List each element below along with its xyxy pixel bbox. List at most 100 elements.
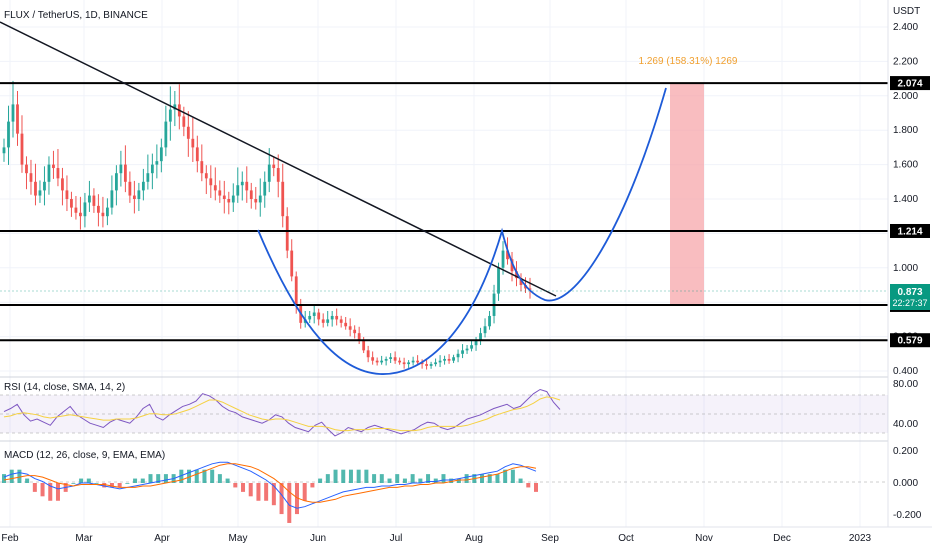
candle-body (330, 315, 334, 320)
candle-body (11, 104, 15, 122)
candle-body (101, 212, 105, 217)
candle-body (132, 195, 136, 199)
macd-histogram-bar (287, 483, 292, 523)
candle-body (393, 357, 397, 361)
candle-body (254, 199, 258, 203)
price-grid (0, 0, 888, 527)
candle-body (141, 181, 145, 191)
macd-histogram-bar (294, 483, 299, 515)
candle-body (110, 190, 114, 208)
candle-body (79, 212, 82, 217)
macd-histogram-bar (217, 474, 222, 483)
descending-trendline[interactable] (0, 21, 557, 297)
candle-body (483, 326, 487, 334)
macd-histogram-bar (86, 478, 91, 483)
level-badge (890, 333, 930, 348)
candle-body (272, 164, 276, 169)
candle-body (52, 164, 55, 169)
macd-histogram-bar (71, 483, 76, 484)
macd-histogram-bar (503, 469, 508, 483)
macd-histogram-bar (102, 483, 107, 488)
macd-histogram-bar (395, 474, 400, 483)
candle-body (56, 168, 60, 179)
candle-body (353, 329, 357, 334)
rsi-ma-line (3, 396, 561, 432)
macd-histogram-bar (187, 469, 192, 483)
candle-body (222, 195, 226, 199)
rsi-title: RSI (14, close, SMA, 14, 2) (4, 382, 125, 393)
macd-histogram-bar (310, 483, 315, 488)
candle-body (335, 315, 339, 320)
macd-histogram-bar (510, 469, 515, 483)
candle-body (357, 333, 361, 341)
macd-histogram-bar (264, 483, 269, 501)
macd-histogram-bar (225, 478, 230, 483)
macd-histogram-bar (40, 483, 45, 497)
candle-body (281, 181, 285, 217)
macd-histogram-bar (79, 478, 84, 483)
macd-histogram-bar (2, 474, 6, 483)
macd-histogram-bar (379, 474, 384, 483)
target-annotation: 1.269 (158.31%) 1269 (639, 56, 738, 67)
time-axis[interactable]: Feb Mar Apr May Jun Jul Aug Sep Oct Nov Dec 2023 (1, 533, 871, 544)
macd-histogram-bar (241, 483, 246, 492)
candle-body (267, 164, 271, 182)
candle-body (416, 360, 420, 363)
candle-body (7, 121, 10, 148)
candle-body (263, 181, 267, 196)
candle-body (236, 185, 240, 196)
macd-histogram-bar (333, 469, 338, 483)
cup-and-handle-curve[interactable] (257, 87, 667, 375)
price-tick-label: 1.600 (893, 160, 918, 171)
current-price-badge: 0.873 22:27:37 (890, 284, 930, 310)
macd-tick-low: -0.200 (893, 510, 922, 521)
level-badge (890, 76, 930, 91)
candle-body (488, 315, 491, 327)
candle-body (326, 319, 330, 323)
macd-histogram-bar (518, 478, 523, 483)
candle-body (227, 199, 231, 203)
candle-body (204, 173, 208, 179)
candle-body (88, 195, 91, 203)
macd-histogram-bar (364, 469, 369, 483)
candle-body (411, 360, 415, 363)
symbol-title: FLUX / TetherUS, 1D, BINANCE (4, 10, 148, 21)
candle-body (506, 250, 509, 260)
candle-body (452, 357, 455, 361)
candle-body (106, 207, 109, 217)
macd-histogram-bar (433, 478, 438, 483)
macd-histogram-bar (32, 483, 37, 492)
macd-histogram-bar (410, 474, 415, 483)
price-tick-label: 2.000 (893, 91, 918, 102)
candle-body (74, 207, 78, 213)
macd-histogram-bar (48, 483, 53, 501)
macd-histogram-bar (534, 483, 538, 492)
candle-body (114, 173, 118, 191)
macd-histogram-bar (318, 478, 323, 483)
candle-body (209, 178, 213, 186)
candle-body (186, 126, 190, 139)
macd-histogram-bar (487, 474, 492, 483)
macd-histogram-bar (179, 469, 184, 483)
macd-signal-line (3, 463, 537, 503)
candle-body (519, 278, 523, 285)
candle-body (150, 164, 154, 174)
candle-body (218, 190, 222, 196)
level-badge-label: 0.579 (897, 336, 922, 347)
candle-body (447, 358, 451, 361)
candle-body (438, 360, 442, 363)
candles-group (2, 80, 532, 370)
macd-histogram-bar (55, 483, 60, 501)
candle-body (402, 362, 406, 365)
macd-histogram-bar (202, 469, 207, 483)
candle-body (128, 181, 132, 196)
macd-histogram-bar (341, 469, 346, 483)
candle-body (380, 360, 384, 363)
candle-body (200, 161, 204, 174)
candle-body (308, 315, 312, 320)
target-box (670, 84, 704, 304)
macd-histogram-bar (426, 474, 431, 483)
candle-body (389, 357, 393, 359)
